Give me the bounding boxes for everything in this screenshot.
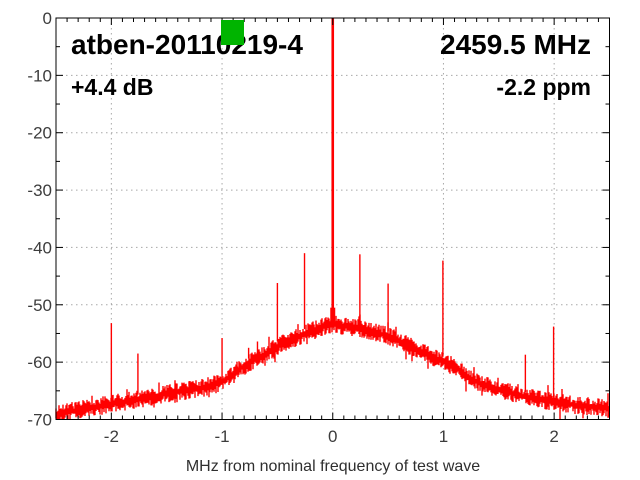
svg-text:-70: -70 (27, 411, 52, 430)
svg-text:2: 2 (549, 427, 558, 446)
gain-label: +4.4 dB (71, 74, 154, 100)
svg-text:-50: -50 (27, 296, 52, 315)
svg-text:1: 1 (439, 427, 448, 446)
svg-text:-40: -40 (27, 238, 52, 257)
plot-title: atben-20110219-4 (71, 29, 303, 60)
y-tick-labels: 0 -10 -20 -30 -40 -50 -60 -70 (27, 9, 52, 430)
x-tick-labels: -2 -1 0 1 2 (104, 427, 559, 446)
x-axis-title: MHz from nominal frequency of test wave (185, 458, 481, 475)
svg-text:0: 0 (43, 9, 52, 28)
svg-text:-10: -10 (27, 66, 52, 85)
svg-text:-20: -20 (27, 124, 52, 143)
svg-text:-30: -30 (27, 181, 52, 200)
svg-text:0: 0 (328, 427, 337, 446)
axis-ticks (56, 17, 610, 420)
center-frequency-label: 2459.5 MHz (440, 29, 591, 60)
svg-text:-1: -1 (214, 427, 229, 446)
ppm-offset-label: -2.2 ppm (496, 74, 591, 100)
spur-lines (110, 253, 555, 400)
green-square-marker (221, 20, 244, 45)
svg-text:-2: -2 (104, 427, 119, 446)
svg-text:-60: -60 (27, 353, 52, 372)
